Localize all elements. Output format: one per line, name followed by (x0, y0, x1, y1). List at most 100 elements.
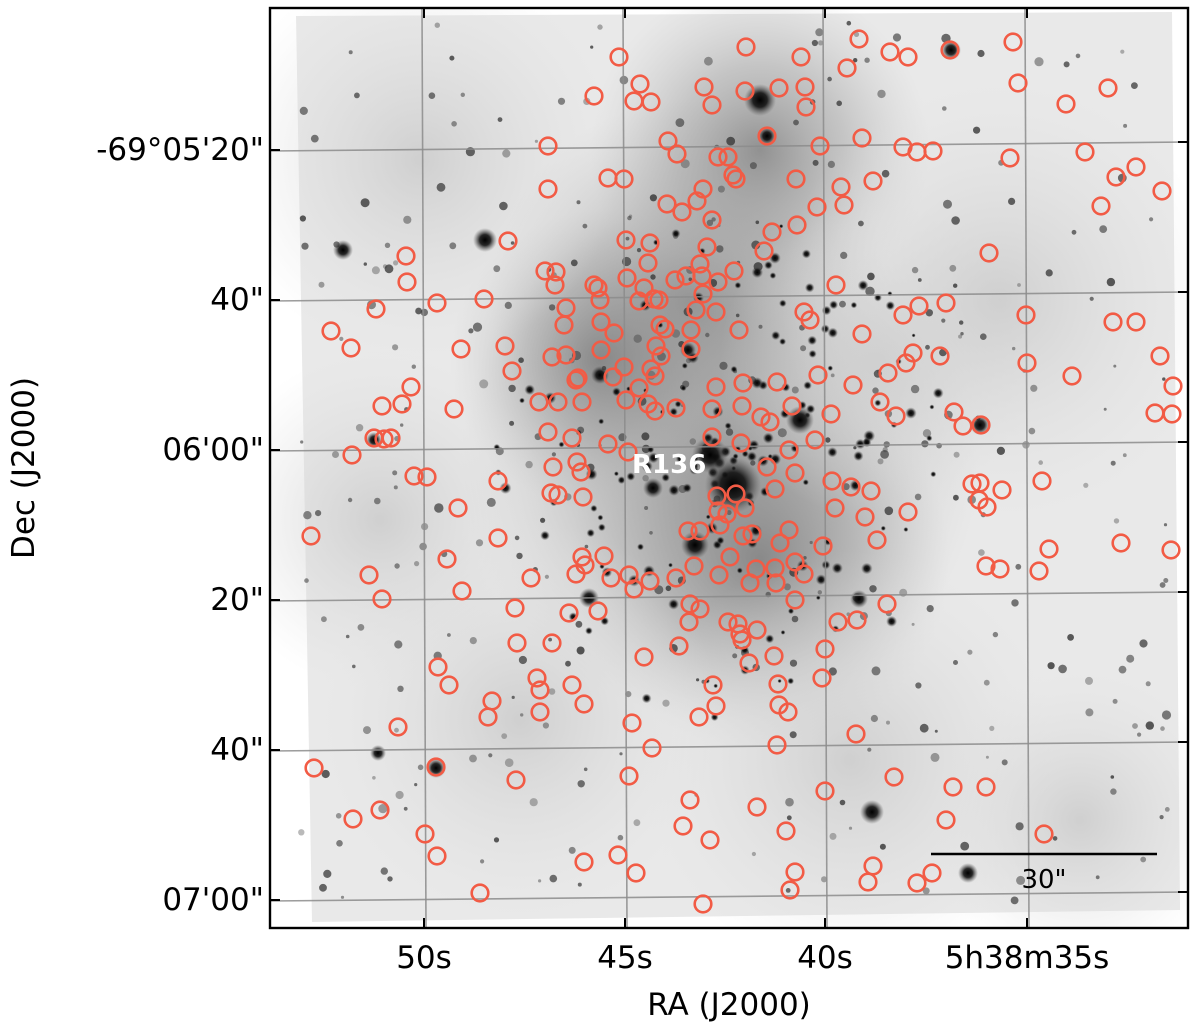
faint-star (1162, 377, 1166, 381)
selected-star-marker (574, 852, 594, 872)
selected-star-marker (649, 290, 669, 310)
cluster-star (820, 324, 830, 334)
faint-star (617, 834, 624, 841)
faint-star (650, 274, 656, 280)
selected-star-marker (702, 95, 722, 115)
faint-star (315, 509, 322, 517)
selected-star-marker (709, 565, 729, 585)
dec-grid-line (270, 291, 1188, 302)
faint-star (864, 57, 870, 63)
faint-star (636, 248, 642, 253)
faint-star (493, 837, 500, 843)
faint-star (299, 106, 308, 115)
selected-star-marker (708, 501, 728, 521)
faint-star (509, 420, 515, 426)
selected-star-marker (742, 524, 762, 544)
faint-star (540, 517, 546, 523)
selected-star-marker (554, 315, 574, 335)
faint-star (548, 304, 556, 311)
dec-tick-label-07-00: 07'00" (162, 882, 264, 918)
faint-star (525, 460, 533, 469)
cluster-star (886, 615, 898, 627)
selected-star-marker (680, 594, 700, 614)
selected-star-marker (690, 521, 710, 541)
cluster-star (853, 450, 864, 462)
scale-bar-label: 30" (1021, 865, 1066, 895)
selected-star-marker (640, 571, 660, 591)
selected-star-marker (977, 497, 997, 517)
faint-star (1106, 277, 1116, 287)
selected-star-marker (785, 463, 805, 483)
selected-star-marker (693, 284, 713, 304)
faint-star (1047, 662, 1055, 670)
faint-star (415, 307, 422, 315)
ra-axis-title: RA (J2000) (647, 987, 811, 1023)
ra-grid-line (622, 8, 628, 928)
selected-star-marker (718, 612, 738, 632)
faint-star (348, 50, 353, 55)
faint-star (576, 200, 581, 205)
selected-star-marker (813, 536, 833, 556)
bright-star (958, 863, 978, 883)
selected-star-marker (538, 136, 558, 156)
cluster-star (713, 683, 718, 689)
selected-star-marker (341, 338, 361, 358)
faint-star (1095, 875, 1100, 880)
faint-star (1058, 664, 1067, 674)
faint-star (649, 194, 658, 202)
faint-star (397, 685, 404, 692)
selected-star-marker (1056, 94, 1076, 114)
selected-star-marker (388, 717, 408, 737)
selected-star-marker (614, 357, 634, 377)
faint-star (508, 384, 516, 393)
selected-star-marker (733, 526, 753, 546)
selected-star-marker (690, 599, 710, 619)
faint-star (853, 58, 858, 63)
bright-star (850, 590, 868, 608)
selected-star-marker (794, 564, 814, 584)
faint-star (384, 264, 394, 274)
selected-star-marker (992, 480, 1012, 500)
selected-star-marker (936, 810, 956, 830)
cluster-star (787, 608, 795, 615)
selected-star-marker (562, 675, 582, 695)
stars-layer (298, 20, 1172, 905)
faint-star (1112, 698, 1118, 704)
faint-star (371, 266, 380, 275)
faint-star (502, 149, 511, 158)
faint-star (339, 336, 344, 341)
faint-star (378, 804, 388, 814)
faint-star (735, 313, 740, 318)
selected-star-marker (614, 169, 634, 189)
selected-star-marker (559, 603, 579, 623)
faint-star (627, 215, 632, 221)
cluster-star (929, 404, 935, 410)
selected-star-marker (795, 77, 815, 97)
selected-star-marker (703, 675, 723, 695)
cluster-star (930, 471, 937, 478)
selected-star-marker (543, 457, 563, 477)
faint-star (919, 723, 929, 733)
selected-star-marker (439, 675, 459, 695)
faint-star (1038, 460, 1043, 465)
cluster-star (827, 327, 838, 338)
faint-star (881, 169, 890, 178)
cluster-star (885, 300, 895, 311)
selected-star-marker (847, 610, 867, 630)
faint-star (1113, 518, 1120, 524)
selected-star-marker (488, 528, 508, 548)
selected-star-marker (979, 243, 999, 263)
faint-star (575, 620, 583, 628)
faint-star (717, 185, 725, 193)
faint-star (870, 714, 879, 723)
faint-star (1016, 875, 1026, 885)
selected-star-marker (729, 320, 749, 340)
faint-star (514, 535, 520, 541)
selected-star-marker (780, 880, 800, 900)
cluster-star (905, 407, 917, 419)
selected-star-marker (428, 657, 448, 677)
faint-star (911, 266, 919, 274)
selected-star-marker (417, 467, 437, 487)
cluster-star (590, 504, 598, 512)
